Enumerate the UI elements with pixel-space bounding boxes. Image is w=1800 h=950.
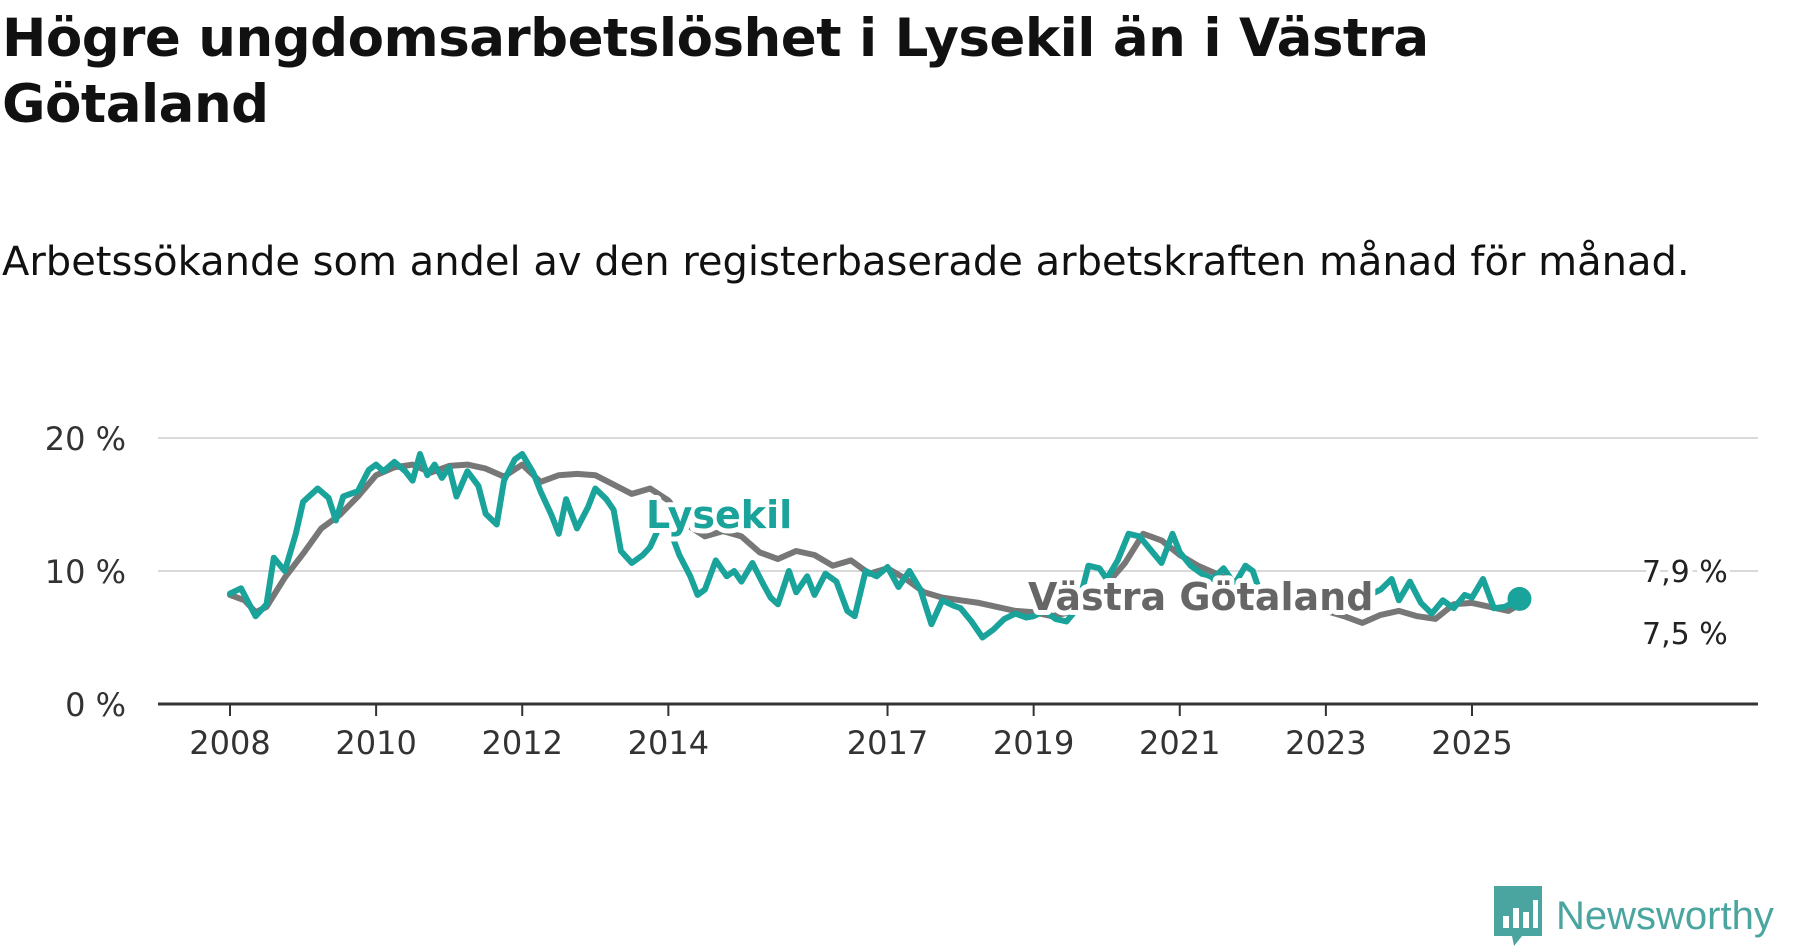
x-tick-label: 2023 xyxy=(1285,724,1366,762)
brand-name: Newsworthy xyxy=(1556,893,1774,938)
end-value-label-vastra-gotaland-halo: 7,5 % xyxy=(1642,617,1728,652)
series-label-lysekil-halo: Lysekil xyxy=(646,493,792,537)
y-tick-label: 10 % xyxy=(45,553,126,591)
chart-title: Högre ungdomsarbetslöshet i Lysekil än i… xyxy=(2,8,1429,135)
series-label-vastra-gotaland: Västra Götaland xyxy=(1028,575,1373,619)
x-tick-label: 2019 xyxy=(993,724,1074,762)
y-tick-label: 0 % xyxy=(65,686,126,724)
end-value-label-lysekil-halo: 7,9 % xyxy=(1642,555,1728,590)
series-label-lysekil: Lysekil xyxy=(646,493,792,537)
x-tick-label: 2010 xyxy=(335,724,416,762)
x-tick-label: 2025 xyxy=(1431,724,1512,762)
end-value-label-lysekil: 7,9 % xyxy=(1642,555,1728,590)
y-tick-label: 20 % xyxy=(45,420,126,458)
x-tick-label: 2021 xyxy=(1139,724,1220,762)
series-lines xyxy=(227,451,1532,641)
series-label-vastra-gotaland-halo: Västra Götaland xyxy=(1028,575,1373,619)
x-tick-label: 2008 xyxy=(189,724,270,762)
x-tick-label: 2012 xyxy=(482,724,563,762)
x-tick-label: 2017 xyxy=(847,724,928,762)
chart-subtitle: Arbetssökande som andel av den registerb… xyxy=(2,239,1690,285)
endpoint-marker xyxy=(1507,586,1532,611)
brand[interactable]: Newsworthy xyxy=(1494,884,1774,948)
gridlines xyxy=(158,437,1758,572)
x-tick-label: 2014 xyxy=(628,724,709,762)
axes: 0 % 10 % 20 % 2008 2010 2012 2014 2017 2019 2021 2… xyxy=(45,420,1758,762)
end-value-label-vastra-gotaland: 7,5 % xyxy=(1642,617,1728,652)
newsworthy-logo-icon xyxy=(1494,886,1546,946)
series-line-lysekil xyxy=(227,451,1523,641)
